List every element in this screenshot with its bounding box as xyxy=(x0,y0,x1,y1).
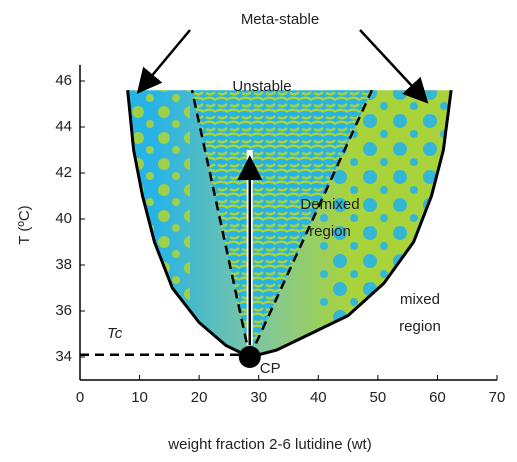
annotation: Meta-stable xyxy=(241,11,319,28)
y-tick-label: 44 xyxy=(55,118,72,135)
y-tick-label: 36 xyxy=(55,302,72,319)
y-tick-label: 42 xyxy=(55,164,72,181)
critical-point xyxy=(239,346,261,368)
x-tick-label: 60 xyxy=(429,389,446,406)
x-tick-label: 20 xyxy=(191,389,208,406)
annotation: Tc xyxy=(107,325,123,342)
arrow xyxy=(140,30,190,90)
x-tick-label: 10 xyxy=(131,389,148,406)
arrow xyxy=(360,30,425,100)
x-tick-label: 40 xyxy=(310,389,327,406)
x-tick-label: 0 xyxy=(76,389,84,406)
y-tick-label: 34 xyxy=(55,348,72,365)
chart: Meta-stable Unstable Tc T (ºC) weight fr… xyxy=(0,0,517,462)
y-axis-label: T (ºC) xyxy=(16,205,33,244)
y-tick-label: 38 xyxy=(55,256,72,273)
x-tick-label: 50 xyxy=(370,389,387,406)
x-axis-label: weight fraction 2-6 lutidine (wt) xyxy=(167,436,371,453)
y-tick-label: 40 xyxy=(55,210,72,227)
point-label: CP xyxy=(260,360,281,377)
x-tick-label: 70 xyxy=(489,389,506,406)
y-tick-label: 46 xyxy=(55,72,72,89)
x-tick-label: 30 xyxy=(250,389,267,406)
annotation: Unstable xyxy=(232,78,291,95)
